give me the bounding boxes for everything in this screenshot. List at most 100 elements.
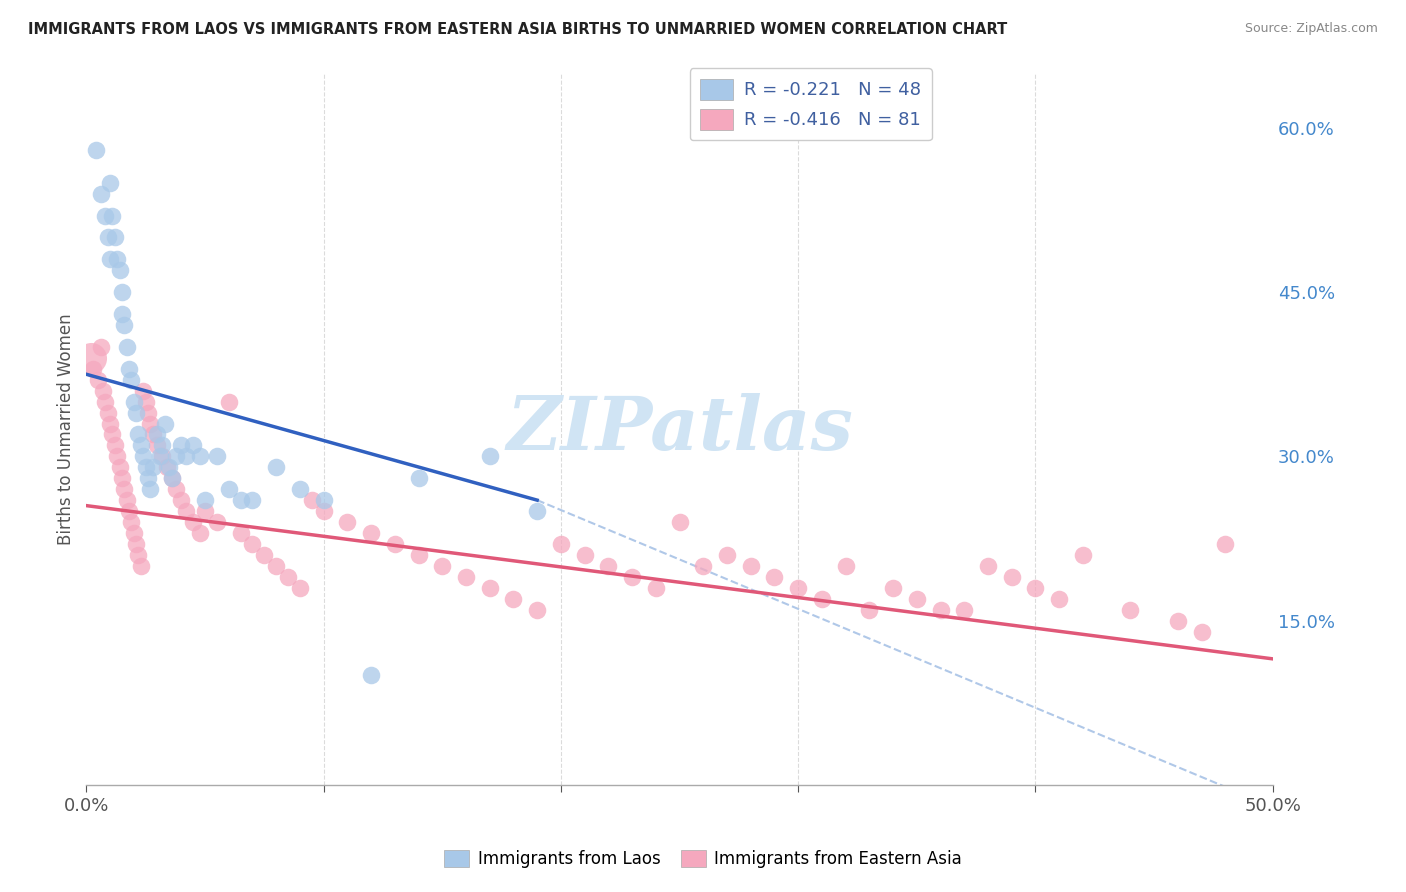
Point	[858, 602, 880, 616]
Point	[135, 460, 157, 475]
Point	[218, 482, 240, 496]
Point	[125, 537, 148, 551]
Point	[181, 438, 204, 452]
Point	[229, 526, 252, 541]
Point	[502, 591, 524, 606]
Point	[242, 493, 264, 508]
Point	[526, 602, 548, 616]
Point	[408, 471, 430, 485]
Point	[301, 493, 323, 508]
Point	[132, 450, 155, 464]
Point	[1071, 548, 1094, 562]
Point	[454, 570, 477, 584]
Point	[288, 581, 311, 595]
Point	[598, 558, 620, 573]
Point	[408, 548, 430, 562]
Point	[150, 438, 173, 452]
Point	[360, 526, 382, 541]
Point	[312, 493, 335, 508]
Point	[94, 394, 117, 409]
Point	[1167, 614, 1189, 628]
Point	[574, 548, 596, 562]
Point	[787, 581, 810, 595]
Point	[97, 406, 120, 420]
Point	[242, 537, 264, 551]
Point	[105, 252, 128, 267]
Point	[160, 471, 183, 485]
Point	[98, 252, 121, 267]
Point	[111, 307, 134, 321]
Point	[84, 143, 107, 157]
Point	[170, 438, 193, 452]
Point	[89, 186, 111, 201]
Point	[188, 450, 211, 464]
Point	[166, 450, 188, 464]
Point	[157, 460, 180, 475]
Point	[136, 471, 159, 485]
Point	[644, 581, 666, 595]
Point	[740, 558, 762, 573]
Point	[478, 450, 501, 464]
Text: Source: ZipAtlas.com: Source: ZipAtlas.com	[1244, 22, 1378, 36]
Point	[122, 526, 145, 541]
Point	[132, 384, 155, 398]
Point	[811, 591, 834, 606]
Point	[288, 482, 311, 496]
Point	[218, 394, 240, 409]
Point	[432, 558, 454, 573]
Point	[97, 230, 120, 244]
Point	[360, 668, 382, 682]
Point	[120, 515, 142, 529]
Point	[174, 504, 197, 518]
Point	[205, 515, 228, 529]
Point	[264, 460, 287, 475]
Point	[1191, 624, 1213, 639]
Point	[668, 515, 690, 529]
Point	[105, 450, 128, 464]
Point	[146, 427, 169, 442]
Point	[125, 406, 148, 420]
Point	[112, 318, 135, 332]
Point	[905, 591, 928, 606]
Point	[384, 537, 406, 551]
Point	[205, 450, 228, 464]
Point	[139, 482, 162, 496]
Point	[1024, 581, 1046, 595]
Point	[120, 373, 142, 387]
Point	[91, 384, 114, 398]
Point	[763, 570, 786, 584]
Legend: Immigrants from Laos, Immigrants from Eastern Asia: Immigrants from Laos, Immigrants from Ea…	[437, 843, 969, 875]
Point	[104, 230, 127, 244]
Point	[977, 558, 1000, 573]
Point	[128, 548, 150, 562]
Point	[135, 394, 157, 409]
Point	[128, 427, 150, 442]
Point	[82, 361, 104, 376]
Point	[98, 176, 121, 190]
Point	[129, 438, 152, 452]
Point	[150, 450, 173, 464]
Point	[621, 570, 644, 584]
Text: ZIPatlas: ZIPatlas	[506, 392, 853, 466]
Point	[170, 493, 193, 508]
Point	[153, 417, 176, 431]
Point	[104, 438, 127, 452]
Text: IMMIGRANTS FROM LAOS VS IMMIGRANTS FROM EASTERN ASIA BIRTHS TO UNMARRIED WOMEN C: IMMIGRANTS FROM LAOS VS IMMIGRANTS FROM …	[28, 22, 1007, 37]
Point	[118, 361, 141, 376]
Point	[142, 427, 165, 442]
Point	[181, 515, 204, 529]
Point	[716, 548, 738, 562]
Point	[101, 209, 124, 223]
Point	[953, 602, 976, 616]
Point	[136, 406, 159, 420]
Point	[550, 537, 572, 551]
Point	[692, 558, 714, 573]
Point	[264, 558, 287, 573]
Point	[118, 504, 141, 518]
Point	[336, 515, 359, 529]
Point	[80, 351, 103, 365]
Point	[156, 460, 179, 475]
Y-axis label: Births to Unmarried Women: Births to Unmarried Women	[58, 313, 75, 545]
Point	[834, 558, 856, 573]
Point	[160, 471, 183, 485]
